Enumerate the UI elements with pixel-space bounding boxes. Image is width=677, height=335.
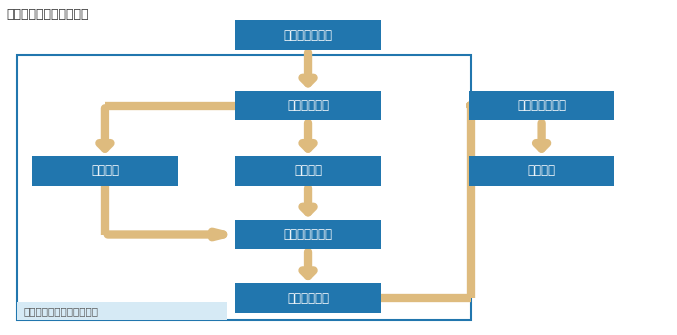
Text: 評価・総合審査: 評価・総合審査: [284, 228, 332, 241]
Bar: [17, 55, 471, 320]
Bar: [236, 91, 380, 120]
Bar: [468, 156, 615, 186]
Text: 申請書類の提出: 申請書類の提出: [284, 29, 332, 42]
Bar: [32, 156, 177, 186]
Text: 試験実施: 試験実施: [91, 164, 119, 177]
Text: 指定性能評価機関にて実施: 指定性能評価機関にて実施: [24, 306, 99, 316]
Bar: [236, 20, 380, 50]
Bar: [468, 91, 615, 120]
Bar: [236, 156, 380, 186]
Bar: [236, 283, 380, 313]
Text: 事前審査受付: 事前審査受付: [287, 99, 329, 112]
Text: 申告から認定までの流れ: 申告から認定までの流れ: [7, 8, 89, 21]
Text: 書類審査: 書類審査: [294, 164, 322, 177]
Text: 評価書の交付: 評価書の交付: [287, 292, 329, 305]
Bar: [17, 302, 227, 320]
Text: 大臣認定の申請: 大臣認定の申請: [517, 99, 566, 112]
Bar: [236, 220, 380, 249]
Text: 大臣認定: 大臣認定: [527, 164, 556, 177]
